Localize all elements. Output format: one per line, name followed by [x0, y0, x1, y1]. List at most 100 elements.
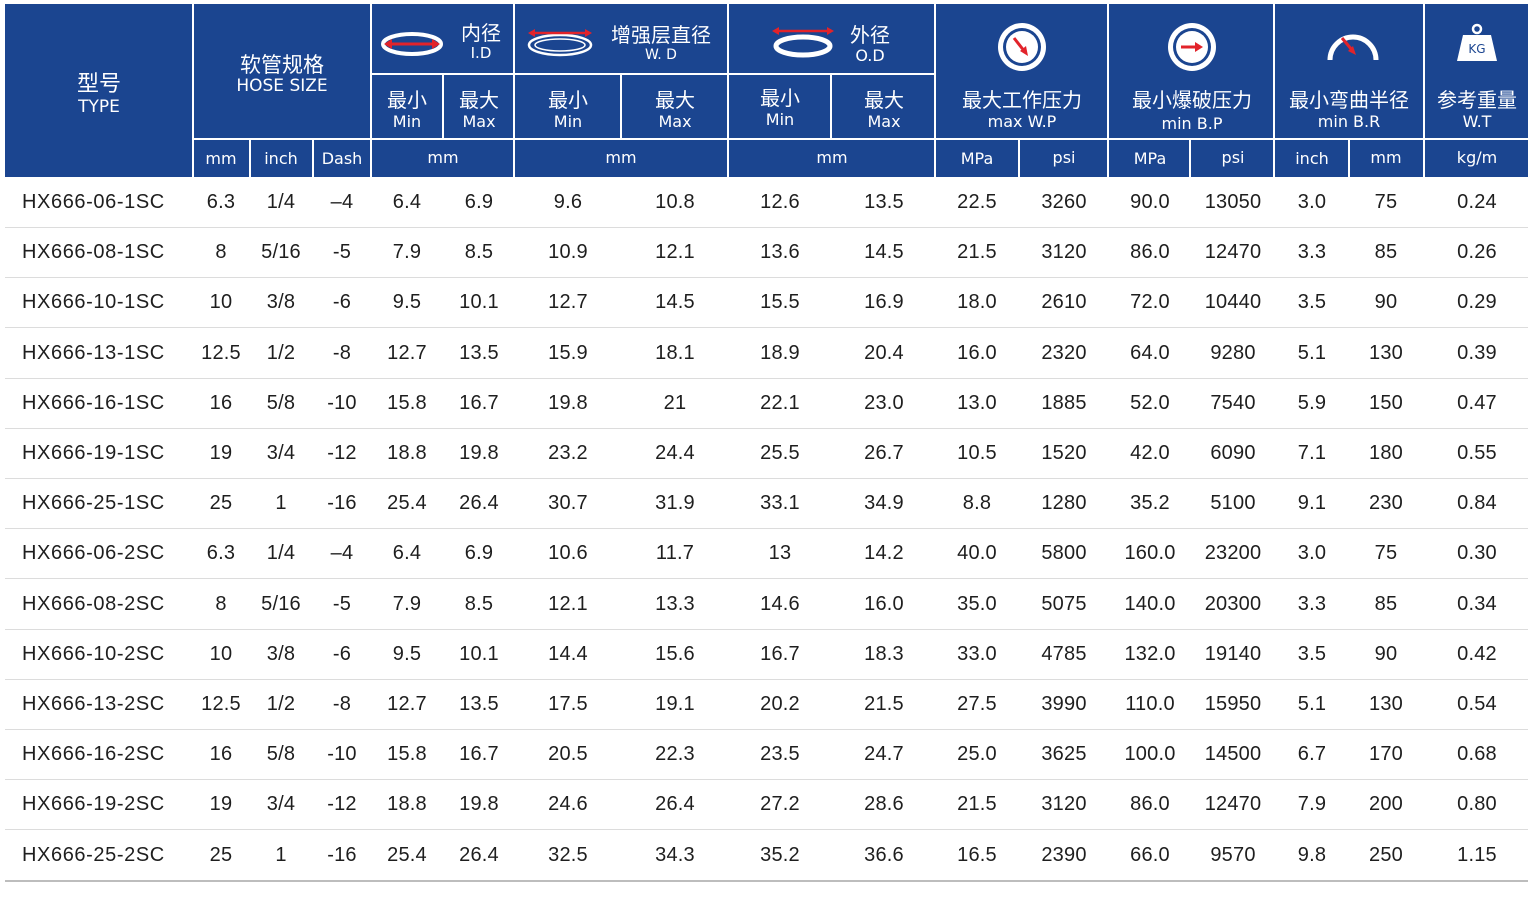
cell-wp-psi: 1280	[1041, 492, 1087, 515]
id-unit: mm	[427, 148, 458, 167]
cell-br-mm: 75	[1374, 191, 1398, 213]
cell-bp-psi: 15950	[1204, 693, 1262, 715]
cell-weight: 0.29	[1457, 291, 1497, 314]
cell-bp-psi: 7540	[1210, 391, 1256, 414]
cell-wd-max: 22.3	[655, 743, 695, 766]
cell-od-max: 21.5	[864, 693, 904, 715]
wp-unit-mpa: MPa	[961, 149, 994, 168]
cell-od-max: 14.5	[864, 241, 904, 264]
cell-br-mm: 180	[1369, 442, 1403, 464]
table-row: HX666-25-1SC 25 1 -16 25.4 26.4 30.7 31.9 33.1 34…	[5, 478, 1528, 530]
wt-header-en: W.T	[1463, 112, 1492, 131]
cell-id-max: 26.4	[459, 843, 499, 866]
hose-size-header-cn: 软管规格	[240, 53, 324, 77]
cell-wd-min: 30.7	[548, 492, 588, 515]
header-rules	[193, 73, 1528, 140]
bp-header-en: min B.P	[1162, 114, 1223, 133]
cell-br-mm: 130	[1369, 693, 1403, 715]
cell-model: HX666-19-2SC	[22, 793, 165, 816]
cell-hose-dash: -10	[327, 391, 357, 414]
cell-br-inch: 7.9	[1297, 793, 1327, 816]
cell-model: HX666-08-2SC	[22, 592, 165, 615]
cell-weight: 0.42	[1457, 642, 1497, 665]
hose-unit-mm: mm	[205, 149, 236, 168]
id-min-cn: 最小	[387, 88, 427, 112]
cell-id-min: 9.5	[392, 291, 422, 314]
cell-id-max: 10.1	[459, 291, 499, 314]
cell-wd-max: 10.8	[655, 191, 695, 213]
cell-wp-mpa: 16.0	[957, 341, 997, 364]
cell-br-mm: 90	[1374, 642, 1398, 665]
cell-hose-dash: -10	[327, 743, 357, 766]
cell-od-max: 18.3	[864, 642, 904, 665]
cell-id-min: 7.9	[392, 592, 422, 615]
cell-br-inch: 3.0	[1297, 542, 1327, 565]
cell-bp-psi: 12470	[1204, 793, 1262, 816]
hose-unit-inch: inch	[264, 149, 298, 168]
cell-od-min: 22.1	[760, 391, 800, 414]
cell-bp-psi: 12470	[1204, 241, 1262, 264]
cell-wd-min: 14.4	[548, 642, 588, 665]
cell-id-min: 6.4	[392, 542, 422, 565]
cell-wp-psi: 1885	[1041, 391, 1087, 414]
br-header-cn: 最小弯曲半径	[1289, 88, 1409, 112]
cell-wp-psi: 2320	[1041, 341, 1087, 364]
cell-id-min: 25.4	[387, 843, 427, 866]
cell-id-min: 25.4	[387, 492, 427, 515]
cell-model: HX666-13-1SC	[22, 341, 165, 364]
table-row: HX666-10-1SC 10 3/8 -6 9.5 10.1 12.7 14.5 15.5 16…	[5, 277, 1528, 329]
cell-wd-min: 19.8	[548, 391, 588, 414]
cell-wp-mpa: 22.5	[957, 191, 997, 213]
reinforcement-diameter-icon	[527, 29, 593, 57]
cell-bp-psi: 10440	[1204, 291, 1262, 314]
cell-id-min: 18.8	[387, 793, 427, 816]
cell-br-mm: 170	[1369, 743, 1403, 766]
type-header-cn: 型号	[77, 72, 121, 97]
cell-wp-psi: 2610	[1041, 291, 1087, 314]
cell-hose-mm: 12.5	[201, 341, 241, 364]
cell-wd-min: 17.5	[548, 693, 588, 715]
od-header-en: O.D	[855, 46, 884, 65]
table-row: HX666-25-2SC 25 1 -16 25.4 26.4 32.5 34.3 35.2 36…	[5, 830, 1528, 882]
cell-bp-mpa: 66.0	[1130, 843, 1170, 866]
cell-br-inch: 3.0	[1297, 191, 1327, 213]
table-row: HX666-10-2SC 10 3/8 -6 9.5 10.1 14.4 15.6 16.7 18…	[5, 629, 1528, 680]
cell-wd-min: 10.9	[548, 241, 588, 264]
cell-br-mm: 200	[1369, 793, 1403, 816]
table-row: HX666-19-2SC 19 3/4 -12 18.8 19.8 24.6 26.4 27.2…	[5, 779, 1528, 831]
bp-header-cn: 最小爆破压力	[1132, 88, 1252, 112]
cell-wp-mpa: 35.0	[957, 592, 997, 615]
od-min-en: Min	[766, 110, 794, 129]
cell-wd-min: 12.7	[548, 291, 588, 314]
cell-hose-mm: 10	[209, 642, 233, 665]
id-min-en: Min	[393, 112, 421, 131]
od-max-en: Max	[867, 112, 900, 131]
cell-wp-mpa: 8.8	[962, 492, 992, 515]
table-row: HX666-16-1SC 16 5/8 -10 15.8 16.7 19.8 21 22.1 23…	[5, 378, 1528, 429]
cell-wd-min: 12.1	[548, 592, 588, 615]
cell-bp-psi: 6090	[1210, 442, 1256, 464]
br-header-en: min B.R	[1318, 112, 1380, 131]
cell-od-max: 14.2	[864, 542, 904, 565]
cell-br-mm: 90	[1374, 291, 1398, 314]
cell-od-min: 15.5	[760, 291, 800, 314]
cell-bp-psi: 14500	[1204, 743, 1262, 766]
wt-unit: kg/m	[1457, 148, 1497, 167]
id-header-cn: 内径	[461, 21, 501, 45]
id-header-en: I.D	[471, 44, 492, 62]
cell-bp-mpa: 35.2	[1130, 492, 1170, 515]
cell-hose-dash: -16	[327, 492, 357, 515]
cell-id-max: 16.7	[459, 391, 499, 414]
cell-wp-psi: 3990	[1041, 693, 1087, 715]
cell-model: HX666-16-1SC	[22, 391, 165, 414]
cell-bp-mpa: 86.0	[1130, 793, 1170, 816]
table-row: HX666-13-2SC 12.5 1/2 -8 12.7 13.5 17.5 19.1 20.…	[5, 679, 1528, 730]
cell-model: HX666-10-2SC	[22, 642, 165, 665]
cell-od-min: 33.1	[760, 492, 800, 515]
table-row: HX666-06-1SC 6.3 1/4 –4 6.4 6.9 9.6 10.8 12.6 13.…	[5, 177, 1528, 228]
cell-weight: 0.26	[1457, 241, 1497, 264]
cell-wp-mpa: 27.5	[957, 693, 997, 715]
cell-od-max: 24.7	[864, 743, 904, 766]
cell-bp-mpa: 52.0	[1130, 391, 1170, 414]
cell-od-max: 34.9	[864, 492, 904, 515]
